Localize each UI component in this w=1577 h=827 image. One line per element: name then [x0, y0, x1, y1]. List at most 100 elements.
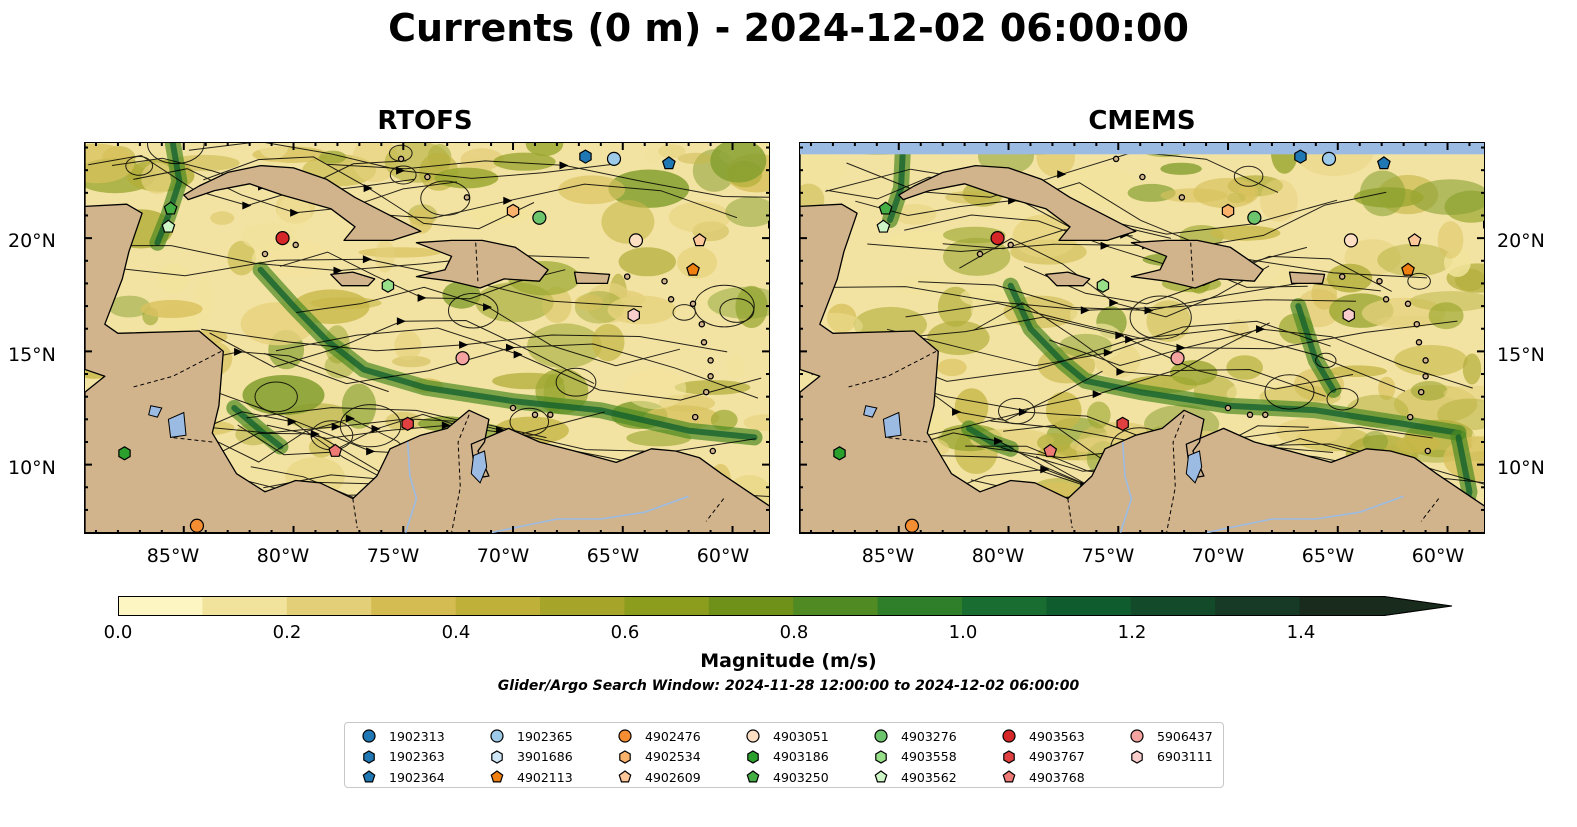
colorbar-tick-2: 0.4: [441, 622, 471, 643]
lat-tick-15n-left: 15°N: [8, 344, 56, 366]
legend-item-4902534: 4902534: [617, 748, 701, 766]
legend-label: 4903563: [1029, 728, 1085, 744]
float-marker-4902609-cmems: [1407, 233, 1422, 247]
legend-label: 1902363: [389, 749, 445, 764]
legend-marker-pentagon-icon: [874, 770, 888, 783]
legend-item-4903051: 4903051: [745, 727, 829, 745]
legend-item-1902365: 1902365: [489, 727, 573, 745]
legend-marker-pentagon-icon: [362, 770, 376, 783]
float-marker-6903111-cmems: [1342, 307, 1355, 323]
legend-item-4903558: 4903558: [873, 748, 957, 766]
float-marker-1902365-cmems: [1321, 151, 1337, 166]
float-marker-4903186-rtofs: [118, 446, 131, 461]
float-marker-4902609-rtofs: [692, 233, 707, 247]
lon-tick-60w-left: 60°W: [696, 545, 750, 567]
float-marker-4903768-rtofs: [328, 443, 343, 457]
legend-label: 3901686: [517, 749, 573, 764]
legend-item-5906437: 5906437: [1129, 727, 1213, 745]
legend-label: 5906437: [1157, 728, 1213, 744]
legend-item-4903767: 4903767: [1001, 748, 1085, 766]
map-rtofs: [85, 143, 769, 533]
float-marker-4903562-rtofs: [161, 219, 176, 233]
lon-tick-70w-right: 70°W: [1191, 545, 1245, 567]
legend-marker-hexagon-icon: [747, 749, 759, 764]
float-marker-4902534-rtofs: [506, 203, 520, 219]
legend: 1902313 1902363 1902364 1902365 3901686 49021…: [344, 722, 1224, 788]
legend-item-3901686: 3901686: [489, 748, 573, 766]
legend-label: 4903558: [901, 749, 957, 764]
float-marker-4903558-cmems: [1096, 278, 1110, 293]
lon-tick-75w-left: 75°W: [366, 545, 420, 567]
float-marker-4902476-cmems: [904, 518, 920, 533]
legend-item-4903562: 4903562: [873, 768, 957, 786]
legend-marker-pentagon-icon: [1002, 770, 1016, 783]
float-marker-1902365-rtofs: [606, 151, 622, 166]
lon-tick-85w-left: 85°W: [146, 545, 200, 567]
legend-marker-hexagon-icon: [1003, 749, 1015, 764]
colorbar-segment: [962, 596, 1047, 616]
lon-tick-75w-right: 75°W: [1081, 545, 1135, 567]
legend-marker-circle-icon: [874, 729, 888, 743]
legend-item-1902363: 1902363: [361, 748, 445, 766]
colorbar-segment: [1299, 596, 1385, 616]
legend-label: 4902534: [645, 749, 701, 764]
colorbar-segment: [708, 596, 794, 616]
legend-marker-hexagon-icon: [875, 749, 887, 764]
legend-label: 1902365: [517, 728, 573, 744]
legend-marker-pentagon-icon: [618, 770, 632, 783]
float-marker-4903767-rtofs: [401, 416, 414, 432]
map-panel-cmems: [799, 142, 1485, 534]
legend-item-4903768: 4903768: [1001, 768, 1085, 786]
colorbar-segment: [624, 596, 710, 616]
colorbar-tick-3: 0.6: [610, 622, 640, 643]
lat-tick-15n-right: 15°N: [1497, 344, 1545, 366]
float-marker-4903558-rtofs: [381, 278, 395, 293]
legend-item-1902313: 1902313: [361, 727, 445, 745]
legend-marker-hexagon-icon: [1131, 749, 1143, 764]
colorbar-segment: [540, 596, 625, 616]
legend-marker-circle-icon: [746, 729, 760, 743]
float-marker-4903563-cmems: [990, 231, 1005, 246]
legend-item-4903276: 4903276: [873, 727, 957, 745]
legend-label: 4903768: [1029, 769, 1085, 785]
lon-tick-60w-right: 60°W: [1411, 545, 1465, 567]
map-panel-rtofs: [84, 142, 770, 534]
lon-tick-65w-left: 65°W: [586, 545, 640, 567]
legend-label: 6903111: [1157, 749, 1213, 764]
lat-tick-10n-right: 10°N: [1497, 457, 1545, 479]
colorbar-segment: [1215, 596, 1301, 616]
colorbar-tick-6: 1.2: [1117, 622, 1147, 643]
legend-label: 1902364: [389, 769, 445, 785]
colorbar-tick-7: 1.4: [1286, 622, 1316, 643]
float-marker-4903051-rtofs: [628, 233, 644, 248]
float-marker-4903250-rtofs: [163, 201, 178, 215]
colorbar-tick-5: 1.0: [948, 622, 978, 643]
legend-marker-circle-icon: [1002, 729, 1016, 743]
panel-title-rtofs: RTOFS: [377, 106, 473, 136]
legend-item-4903563: 4903563: [1001, 727, 1085, 745]
legend-item-1902364: 1902364: [361, 768, 445, 786]
legend-label: 4903276: [901, 728, 957, 744]
legend-label: 4903051: [773, 728, 829, 744]
float-marker-1902364-rtofs: [661, 156, 676, 170]
colorbar-segment: [202, 596, 288, 616]
legend-marker-circle-icon: [1130, 729, 1144, 743]
legend-label: 4903562: [901, 769, 957, 785]
colorbar-tick-0: 0.0: [103, 622, 133, 643]
colorbar-segment: [455, 596, 541, 616]
colorbar-segment: [118, 596, 203, 616]
float-marker-4902534-cmems: [1221, 203, 1235, 219]
float-marker-5906437-cmems: [1170, 351, 1185, 366]
lon-tick-80w-left: 80°W: [256, 545, 310, 567]
legend-marker-hexagon-icon: [491, 749, 503, 764]
search-window-note: Glider/Argo Search Window: 2024-11-28 12…: [497, 678, 1080, 694]
colorbar-segment: [371, 596, 457, 616]
colorbar: [118, 596, 1453, 616]
colorbar-segment: [1130, 596, 1216, 616]
float-marker-1902363-rtofs: [579, 149, 592, 164]
legend-label: 4902476: [645, 728, 701, 744]
legend-label: 4903250: [773, 769, 829, 785]
colorbar-extend-arrow: [1384, 596, 1452, 616]
legend-label: 4903186: [773, 749, 829, 764]
float-marker-4902113-cmems: [1401, 262, 1415, 276]
